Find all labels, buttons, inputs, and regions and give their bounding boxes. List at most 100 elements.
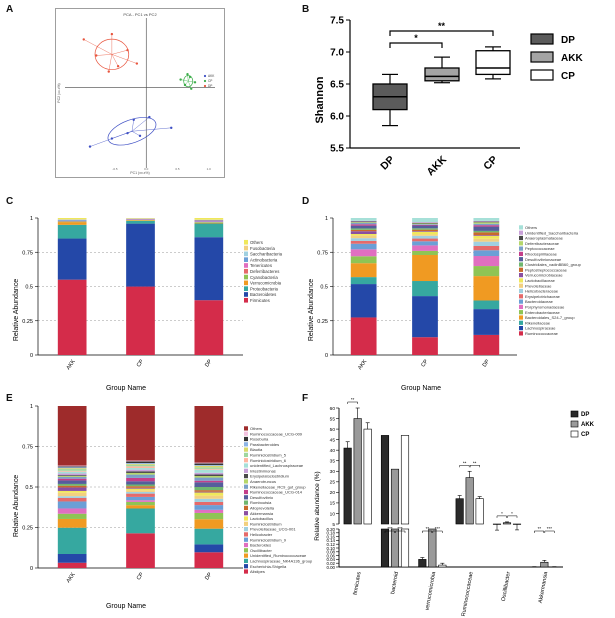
stack-bar-segment [126, 533, 155, 568]
stack-bar-segment [57, 473, 87, 476]
pca-x-tick-label: 1.0 [207, 167, 212, 171]
stack-legend-label: Verrucomicrobia [250, 281, 282, 286]
stack-bar-segment [412, 250, 438, 255]
stack-y-tick-label: 1 [30, 216, 33, 222]
stack-y-tick-label: 0.5 [25, 485, 33, 491]
shannon-y-tick-label: 6.0 [330, 112, 344, 123]
stack-legend-label: Peptococcaceae [525, 246, 555, 251]
stack-legend-label: Porphyromonadaceae [525, 305, 565, 310]
stack-legend-label: unidentified_Lachnospiraceae [250, 463, 304, 468]
pca-point-akk [132, 118, 135, 121]
relab-sig-bracket [384, 530, 395, 533]
relab-bar-cp [475, 498, 484, 525]
stack-bar-segment [350, 225, 377, 229]
stack-bar-segment [194, 491, 224, 493]
shannon-sig-label: * [414, 33, 418, 43]
phylum-stacked-bar-chart: Relative Abundance Group Name 0 0.25 0.5 0.… [13, 216, 283, 392]
stack-legend-label: Romboutsia [250, 500, 272, 505]
relab-sig-label: * [511, 511, 513, 516]
stack-legend-label: Rikenellaceae [525, 320, 551, 325]
shannon-sig-bracket [389, 30, 494, 36]
stack-bar-segment [57, 490, 87, 493]
stack-bar-segment [57, 553, 87, 563]
stack-bar-segment [126, 500, 155, 502]
pca-point-cp [193, 81, 197, 84]
relab-y-tick-label: 60 [330, 406, 336, 412]
stack-bar-segment [126, 488, 155, 491]
stack-bar-segment [412, 224, 438, 226]
relab-legend-label: AKK [581, 422, 595, 428]
relab-y-tick-label: 20 [330, 490, 336, 496]
stack-bar-segment [57, 466, 87, 468]
stack-bar-segment [57, 487, 87, 491]
panel-label-b: B [302, 4, 310, 15]
relab-sig-label: *** [387, 526, 393, 531]
stack-legend-label: Actinobacteria [250, 257, 278, 262]
pca-legend-label: AKK [208, 74, 215, 78]
stack-bar-segment [350, 221, 377, 223]
stack-legend-swatch [244, 479, 248, 484]
stack-bar-segment [350, 317, 377, 355]
stack-bar-segment [473, 245, 500, 251]
stack-bar-segment [350, 277, 377, 285]
stack-bar-segment [194, 469, 224, 473]
stack-legend-swatch [519, 288, 523, 294]
stack-y-tick-label: 0.25 [317, 319, 328, 325]
stack-legend-swatch [244, 447, 248, 452]
stack-bar-segment [126, 477, 155, 482]
stack-bar-segment [350, 220, 377, 222]
relab-y-tick-label: 45 [330, 437, 336, 443]
stack-bar-segment [194, 237, 224, 301]
stack-legend-swatch [244, 431, 248, 436]
stack-legend-swatch [519, 325, 523, 331]
stack-bar-segment [412, 245, 438, 251]
shannon-legend-swatch-akk [530, 51, 554, 63]
pca-point-cp [186, 73, 189, 76]
stack-bar-segment [412, 234, 438, 236]
stack-bar-segment [412, 254, 438, 282]
stack-bar-segment [126, 406, 155, 461]
relab-y-tick-label: 0.20 [326, 527, 335, 532]
pca-spoke [131, 131, 141, 137]
stack-x-tick-label: DP [204, 571, 213, 581]
stack-bar-segment [57, 469, 87, 471]
stack-bar-segment [350, 235, 377, 239]
stack-bar-segment [126, 484, 155, 487]
stack-legend-swatch [519, 331, 523, 336]
stack-legend-swatch [244, 521, 248, 526]
stack-bar-segment [473, 250, 500, 257]
stack-legend-swatch [244, 516, 248, 521]
stack-legend-label: Anaeroplasmataceae [525, 236, 564, 241]
pca-xlabel: PC1 (xx.x%) [130, 171, 149, 175]
relab-y-tick-label: 0.00 [326, 565, 335, 570]
phylum-ylabel: Relative Abundance [13, 279, 20, 341]
relab-x-tick-label: Akkermansia [538, 570, 550, 603]
stack-legend-swatch [244, 263, 248, 268]
stack-legend-swatch [519, 272, 523, 278]
stack-legend-label: Intestinimonas [250, 468, 276, 473]
family-stacked-bar-chart: Relative Abundance Group Name 0 0.25 0.5 0.… [308, 216, 582, 392]
stack-legend-swatch [244, 558, 248, 564]
stack-legend-label: Deferribacteres [250, 269, 279, 274]
stack-bar-segment [194, 480, 224, 483]
stack-bar-segment [126, 501, 155, 506]
relab-bar-akk [390, 528, 400, 568]
pca-legend-label: DP [208, 84, 212, 88]
stack-bar-segment [194, 519, 224, 529]
stack-y-tick-label: 0.25 [22, 526, 33, 532]
relab-bar-cp [363, 428, 372, 525]
pca-point-dp [110, 32, 114, 36]
stack-legend-label: Blautia [250, 447, 263, 452]
stack-legend-label: Erysipelatoclostridium [250, 474, 290, 479]
stack-bar-segment [57, 218, 87, 220]
pca-title: PCA - PC1 vs PC2 [123, 12, 157, 17]
stack-legend-swatch [244, 532, 248, 537]
stack-legend-label: Tenericutes [250, 263, 272, 268]
family-xlabel: Group Name [401, 385, 441, 392]
stack-legend-swatch [244, 442, 248, 447]
relab-sig-label: ** [538, 526, 542, 531]
pca-x-tick-label: 0.0 [144, 167, 149, 171]
stack-bar-segment [412, 238, 438, 242]
shannon-y-tick-label: 7.5 [330, 16, 344, 27]
stack-legend-swatch [519, 304, 523, 310]
